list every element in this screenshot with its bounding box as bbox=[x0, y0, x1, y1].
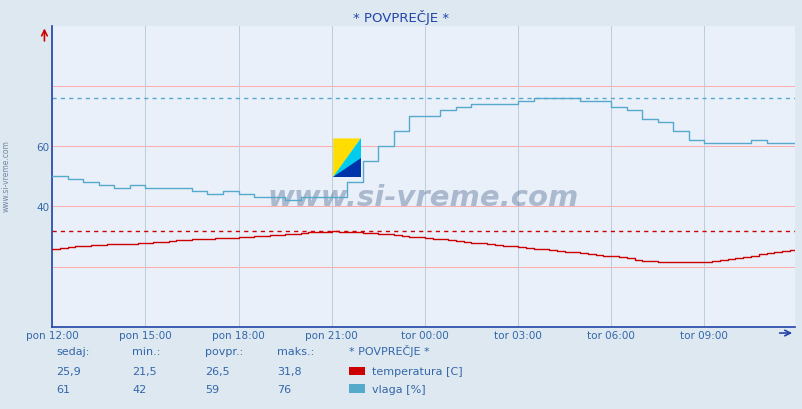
Text: povpr.:: povpr.: bbox=[205, 346, 243, 356]
Text: 21,5: 21,5 bbox=[132, 366, 157, 376]
Text: * POVPREČJE *: * POVPREČJE * bbox=[349, 344, 429, 356]
Text: maks.:: maks.: bbox=[277, 346, 314, 356]
Polygon shape bbox=[333, 139, 360, 178]
Text: www.si-vreme.com: www.si-vreme.com bbox=[2, 140, 11, 212]
Text: 61: 61 bbox=[56, 384, 70, 394]
Text: 76: 76 bbox=[277, 384, 291, 394]
Text: www.si-vreme.com: www.si-vreme.com bbox=[268, 184, 578, 212]
Text: 25,9: 25,9 bbox=[56, 366, 81, 376]
Text: sedaj:: sedaj: bbox=[56, 346, 90, 356]
Text: vlaga [%]: vlaga [%] bbox=[371, 384, 425, 394]
Polygon shape bbox=[333, 139, 360, 178]
Text: 42: 42 bbox=[132, 384, 147, 394]
Polygon shape bbox=[333, 159, 360, 178]
Text: min.:: min.: bbox=[132, 346, 160, 356]
Text: temperatura [C]: temperatura [C] bbox=[371, 366, 462, 376]
Text: 31,8: 31,8 bbox=[277, 366, 302, 376]
Text: * POVPREČJE *: * POVPREČJE * bbox=[353, 10, 449, 25]
Text: 59: 59 bbox=[205, 384, 219, 394]
Text: 26,5: 26,5 bbox=[205, 366, 229, 376]
